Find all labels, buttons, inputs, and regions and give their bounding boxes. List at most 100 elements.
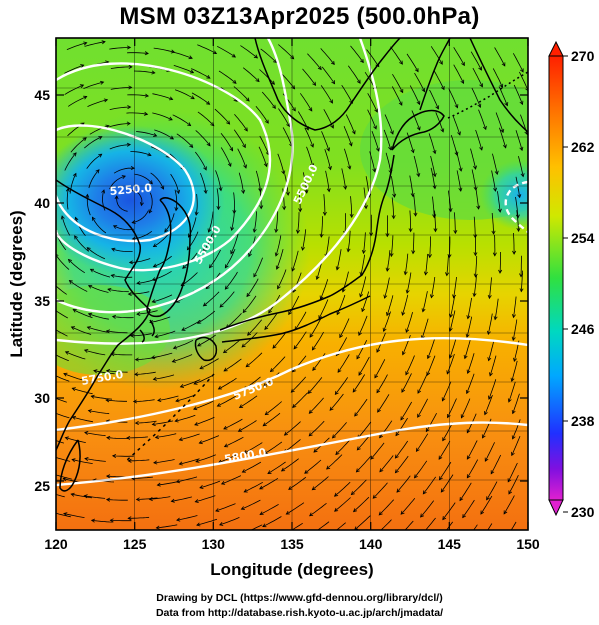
streamline-arrowhead — [84, 431, 89, 436]
streamline-arrowhead — [222, 349, 228, 354]
streamline — [462, 499, 475, 518]
streamline-arrowhead — [410, 149, 415, 154]
streamline-arrowhead — [203, 166, 207, 171]
streamline-arrowhead — [439, 60, 443, 65]
streamline-arrowhead — [317, 66, 322, 71]
streamline-arrowhead — [148, 209, 153, 214]
streamline — [126, 112, 148, 115]
streamline — [425, 253, 429, 275]
streamline — [277, 153, 285, 174]
streamline — [176, 476, 198, 483]
streamline-arrowhead — [223, 443, 229, 448]
streamline — [265, 401, 282, 415]
streamline-arrowhead — [223, 367, 228, 372]
streamline-arrowhead — [168, 116, 173, 121]
streamline-arrowhead — [264, 325, 269, 331]
streamline-arrowhead — [189, 143, 194, 149]
streamline — [486, 481, 498, 501]
streamline — [64, 152, 77, 171]
streamline — [244, 481, 263, 493]
streamline — [223, 339, 241, 353]
streamline-arrowhead — [83, 95, 88, 100]
streamline — [149, 496, 171, 500]
streamline-arrowhead — [269, 368, 275, 373]
streamline-arrowhead — [329, 406, 334, 411]
streamline — [64, 84, 84, 95]
streamline — [470, 148, 476, 170]
streamline — [106, 330, 128, 334]
coastline-ryukyu — [124, 373, 215, 463]
streamline — [74, 235, 89, 252]
streamline-arrowhead — [511, 451, 515, 457]
streamline — [278, 44, 294, 60]
streamline-arrowhead — [399, 60, 403, 65]
streamline — [453, 64, 464, 84]
streamline-arrowhead — [440, 128, 445, 133]
streamline-arrowhead — [461, 61, 465, 67]
streamline — [357, 421, 372, 439]
streamline — [155, 433, 177, 438]
streamline — [453, 47, 465, 66]
streamline-arrowhead — [330, 60, 335, 66]
streamline-arrowhead — [50, 306, 53, 309]
streamline — [93, 370, 115, 375]
streamline — [112, 455, 134, 457]
streamline-arrowhead — [280, 467, 286, 472]
streamline — [253, 257, 263, 277]
streamline — [133, 399, 155, 402]
coastline-japan-south — [221, 295, 371, 343]
streamline-arrowhead — [281, 170, 286, 175]
streamline — [413, 194, 416, 216]
streamline-arrowhead — [339, 333, 344, 339]
streamline — [90, 268, 111, 278]
streamline-arrowhead — [466, 369, 471, 374]
streamline — [109, 106, 131, 110]
streamline — [471, 87, 481, 108]
streamline-arrowhead — [336, 311, 341, 316]
streamline — [488, 379, 497, 400]
streamline — [267, 461, 286, 474]
streamline-arrowhead — [493, 187, 498, 192]
streamline — [75, 217, 86, 237]
streamline-arrowhead — [358, 371, 363, 376]
streamline — [512, 419, 521, 440]
streamline — [223, 358, 242, 372]
streamline-arrowhead — [252, 228, 257, 233]
streamline-arrowhead — [486, 330, 491, 336]
streamline — [132, 210, 149, 224]
streamline — [56, 285, 67, 295]
streamline — [442, 422, 454, 441]
streamline — [148, 192, 153, 214]
colorbar-tick-label: 254 — [571, 230, 595, 246]
streamline-arrowhead — [288, 486, 293, 490]
streamline-arrowhead — [243, 164, 247, 169]
streamline-arrowhead — [346, 248, 351, 253]
streamline — [494, 47, 506, 67]
streamline-arrowhead — [392, 193, 397, 198]
streamline — [202, 233, 213, 253]
streamline-arrowhead — [170, 498, 175, 503]
streamline-arrowhead — [206, 100, 211, 105]
streamline-arrowhead — [304, 469, 309, 474]
streamline — [286, 502, 305, 515]
streamline — [461, 398, 471, 418]
streamline — [354, 515, 371, 530]
streamline — [109, 123, 131, 128]
streamline — [425, 413, 437, 432]
streamline-arrowhead — [253, 273, 258, 278]
streamline — [489, 277, 492, 299]
streamline — [56, 375, 70, 382]
streamline — [208, 211, 214, 233]
footer-credit-data: Data from http://database.rish.kyoto-u.a… — [155, 607, 444, 619]
streamline-arrowhead — [401, 311, 406, 316]
streamline — [86, 247, 106, 260]
streamline-arrowhead — [87, 285, 93, 289]
streamline-arrowhead — [89, 268, 94, 273]
streamline-arrowhead — [244, 127, 248, 132]
streamline-arrowhead — [135, 497, 140, 502]
streamline-arrowhead — [273, 59, 278, 64]
coastline-japan-kyushu — [194, 336, 218, 362]
streamline-arrowhead — [176, 189, 181, 195]
streamline — [195, 495, 216, 503]
streamline — [472, 67, 483, 87]
